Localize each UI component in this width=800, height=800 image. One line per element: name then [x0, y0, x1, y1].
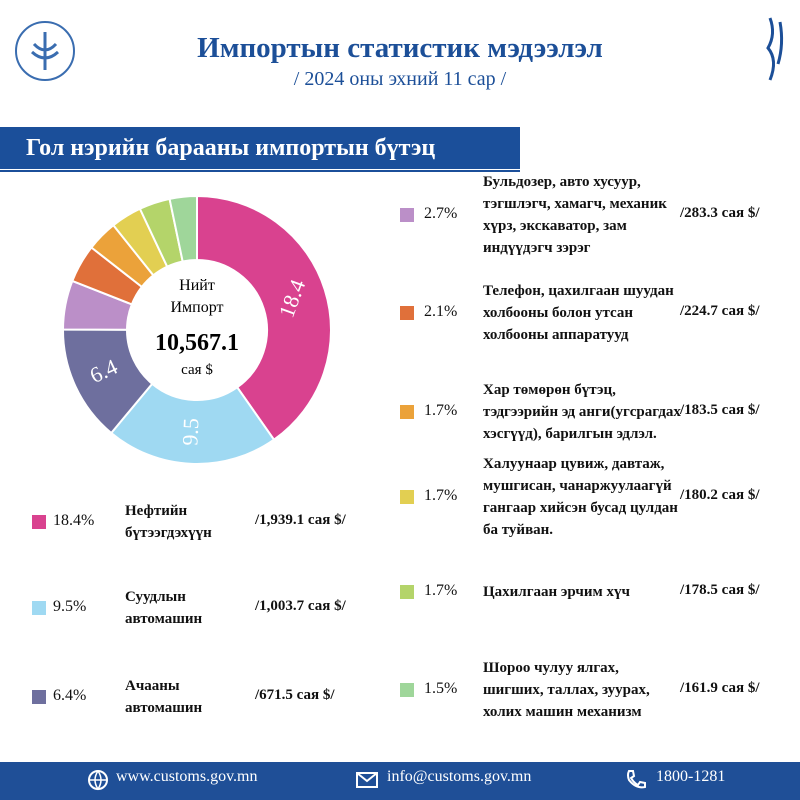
banner-rule: [0, 170, 520, 172]
donut-slice: [109, 382, 276, 465]
legend-percent: 6.4%: [53, 687, 87, 704]
legend-swatch: [400, 306, 414, 320]
legend-amount: /161.9 сая $/: [680, 680, 760, 696]
legend-name: Цахилгаан эрчим хүч: [483, 584, 630, 600]
legend-percent: 1.7%: [424, 402, 458, 419]
legend-percent: 1.5%: [424, 680, 458, 697]
logo: [15, 21, 75, 81]
legend-name: Суудлын автомашин: [125, 589, 203, 627]
legend-name: Халуунаар цувиж, давтаж, мушгисан, чанар…: [483, 456, 678, 538]
legend-amount: /671.5 сая $/: [255, 687, 335, 703]
website: www.customs.gov.mn: [116, 768, 258, 785]
legend-amount: /178.5 сая $/: [680, 582, 760, 598]
legend-percent: 2.7%: [424, 205, 458, 222]
script-mark: [766, 17, 784, 81]
section-title: Гол нэрийн барааны импортын бүтэц: [0, 127, 520, 169]
legend-amount: /283.3 сая $/: [680, 205, 760, 221]
legend-amount: /1,939.1 сая $/: [255, 512, 346, 528]
legend-name: Нефтийн бүтээгдэхүүн: [125, 503, 212, 541]
donut-hole: [128, 261, 266, 399]
legend-swatch: [400, 405, 414, 419]
footer: [0, 762, 800, 800]
mail-icon: [356, 772, 378, 788]
legend-swatch: [400, 490, 414, 504]
legend-percent: 1.7%: [424, 487, 458, 504]
legend-amount: /183.5 сая $/: [680, 402, 760, 418]
legend-swatch: [400, 585, 414, 599]
email: info@customs.gov.mn: [387, 768, 532, 785]
legend-swatch: [400, 208, 414, 222]
legend-name: Телефон, цахилгаан шуудан холбооны болон…: [483, 283, 674, 343]
legend-percent: 2.1%: [424, 303, 458, 320]
legend-name: Ачааны автомашин: [125, 678, 203, 716]
legend-amount: /224.7 сая $/: [680, 303, 760, 319]
legend-swatch: [400, 683, 414, 697]
center-text: Нийт: [179, 277, 215, 294]
donut-slice: [196, 194, 332, 442]
legend-percent: 9.5%: [53, 598, 87, 615]
phone: 1800-1281: [656, 768, 726, 785]
subtitle: / 2024 оны эхний 11 сар /: [293, 68, 507, 90]
legend-name: Бульдозер, авто хусуур, тэгшлэгч, хамагч…: [483, 174, 667, 256]
center-value: 10,567.1: [155, 330, 239, 356]
legend-swatch: [32, 601, 46, 615]
globe-icon: [88, 770, 108, 791]
donut-slice: [168, 194, 198, 263]
legend-swatch: [32, 690, 46, 704]
title: Импортын статистик мэдээлэл: [197, 32, 603, 64]
slice-label: 9.5: [177, 418, 203, 447]
legend-percent: 18.4%: [53, 512, 95, 529]
legend-amount: /1,003.7 сая $/: [255, 598, 346, 614]
legend-name: Шороо чулуу ялгах, шигших, таллах, зуура…: [483, 660, 650, 720]
phone-icon: [627, 770, 646, 789]
legend-amount: /180.2 сая $/: [680, 487, 760, 503]
center-text: Импорт: [170, 299, 223, 316]
legend-name: Хар төмөрөн бүтэц, тэдгээрийн эд анги(уг…: [483, 382, 681, 442]
legend-percent: 1.7%: [424, 582, 458, 599]
center-unit: сая $: [181, 362, 213, 378]
legend-swatch: [32, 515, 46, 529]
